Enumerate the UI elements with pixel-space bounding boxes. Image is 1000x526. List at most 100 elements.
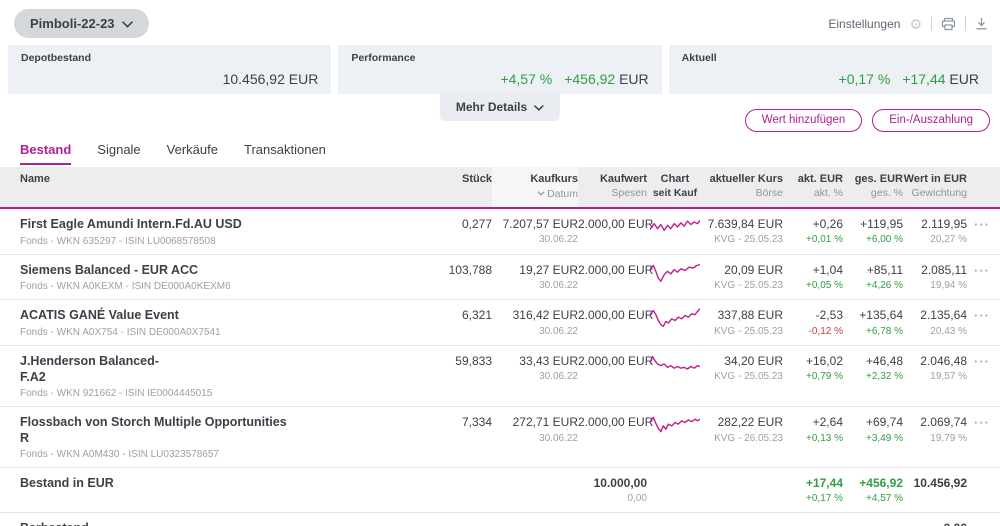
performance-pct: +4,57 % bbox=[500, 71, 553, 87]
card-performance: Performance +4,57 % +456,92 EUR bbox=[338, 45, 662, 94]
depotbestand-value: 10.456,92 EUR bbox=[222, 71, 319, 87]
fund-name: J.Henderson Balanced- bbox=[20, 353, 159, 368]
fund-identifiers: Fonds - WKN A0KEXM - ISIN DE000A0KEXM6 bbox=[20, 281, 231, 293]
more-details-button[interactable]: Mehr Details bbox=[439, 94, 561, 121]
row-menu-button[interactable]: ··· bbox=[974, 353, 990, 369]
wert-in-eur-cell: 2.046,48 19,57 % bbox=[920, 353, 967, 383]
kaufwert-cell: 2.000,00 EUR bbox=[578, 415, 654, 430]
summary-cards: Depotbestand 10.456,92 EUR Performance +… bbox=[8, 45, 992, 94]
sparkline-chart bbox=[647, 263, 703, 289]
divider bbox=[931, 16, 932, 31]
footer-label: Barbestand bbox=[0, 521, 422, 526]
fund-identifiers: Fonds - WKN A0M430 - ISIN LU0323578657 bbox=[20, 449, 219, 461]
fund-identifiers: Fonds - WKN 635297 - ISIN LU0068578508 bbox=[20, 235, 216, 247]
gear-icon[interactable]: ⚙ bbox=[909, 15, 922, 32]
action-buttons: Wert hinzufügen Ein-/Auszahlung bbox=[744, 109, 990, 132]
table-body: First Eagle Amundi Intern.Fd.AU USD Fond… bbox=[0, 209, 1000, 469]
fund-name-cell[interactable]: Siemens Balanced - EUR ACC Fonds - WKN A… bbox=[0, 263, 422, 293]
kaufkurs-cell: 316,42 EUR 30.06.22 bbox=[512, 308, 578, 337]
table-row[interactable]: First Eagle Amundi Intern.Fd.AU USD Fond… bbox=[0, 209, 1000, 255]
aktuell-eur: +17,44 bbox=[902, 71, 946, 87]
column-header-name[interactable]: Name bbox=[20, 173, 50, 185]
column-header-kaufwert[interactable]: Kaufwert Spesen bbox=[599, 173, 647, 199]
kaufwert-cell: 2.000,00 EUR bbox=[578, 262, 654, 277]
table-row[interactable]: Flossbach von Storch Multiple Opportunit… bbox=[0, 407, 1000, 469]
kaufkurs-cell: 272,71 EUR 30.06.22 bbox=[512, 415, 578, 444]
fund-name-cell[interactable]: ACATIS GANÉ Value Event Fonds - WKN A0X7… bbox=[0, 308, 422, 338]
column-header-akt-eur[interactable]: akt. EUR akt. % bbox=[797, 173, 843, 199]
column-header-ges-eur[interactable]: ges. EUR ges. % bbox=[854, 173, 903, 199]
akt-eur-cell: +1,04 +0,05 % bbox=[806, 262, 843, 292]
footer-kaufwert-cell: 10.000,00 0,00 bbox=[593, 476, 647, 505]
row-menu-button[interactable]: ··· bbox=[974, 308, 990, 324]
portfolio-selector[interactable]: Pimboli-22-23 bbox=[14, 9, 149, 38]
row-menu-button[interactable]: ··· bbox=[974, 415, 990, 431]
fund-name: ACATIS GANÉ Value Event bbox=[20, 308, 179, 323]
akt-eur-cell: -2,53 -0,12 % bbox=[808, 308, 843, 337]
portfolio-name: Pimboli-22-23 bbox=[30, 16, 115, 31]
fund-name-line2: R bbox=[20, 430, 30, 445]
table-row[interactable]: J.Henderson Balanced- F.A2 Fonds - WKN 9… bbox=[0, 346, 1000, 408]
footer-ges-cell: +456,92 +4,57 % bbox=[859, 476, 903, 505]
chevron-down-icon bbox=[534, 100, 544, 114]
stueck-cell: 6,321 bbox=[461, 308, 492, 323]
ges-eur-cell: +135,64 +6,78 % bbox=[859, 308, 903, 337]
kaufwert-cell: 2.000,00 EUR bbox=[578, 308, 654, 323]
card-aktuell: Aktuell +0,17 % +17,44 EUR bbox=[668, 45, 992, 94]
deposit-withdraw-button[interactable]: Ein-/Auszahlung bbox=[872, 109, 990, 132]
table-row[interactable]: Siemens Balanced - EUR ACC Fonds - WKN A… bbox=[0, 255, 1000, 301]
download-icon[interactable] bbox=[975, 17, 988, 30]
settings-area: Einstellungen ⚙ bbox=[828, 16, 988, 31]
tab-verkaeufe[interactable]: Verkäufe bbox=[166, 142, 218, 157]
card-depotbestand: Depotbestand 10.456,92 EUR bbox=[8, 45, 332, 94]
akt-eur-cell: +2,64 +0,13 % bbox=[806, 415, 843, 444]
kaufkurs-cell: 7.207,57 EUR 30.06.22 bbox=[502, 217, 578, 246]
wert-in-eur-cell: 2.069,74 19,79 % bbox=[920, 415, 967, 444]
tab-transaktionen[interactable]: Transaktionen bbox=[244, 142, 326, 157]
top-bar: Pimboli-22-23 Einstellungen ⚙ bbox=[0, 0, 1000, 38]
table-row[interactable]: ACATIS GANÉ Value Event Fonds - WKN A0X7… bbox=[0, 300, 1000, 346]
wert-in-eur-cell: 2.085,11 19,94 % bbox=[921, 262, 967, 292]
card-label: Aktuell bbox=[681, 52, 717, 64]
footer-row-bestand: Bestand in EUR 10.000,00 0,00 +17,44 +0,… bbox=[0, 468, 1000, 514]
ges-eur-cell: +69,74 +3,49 % bbox=[865, 415, 903, 444]
sparkline-chart bbox=[647, 217, 703, 243]
add-value-button[interactable]: Wert hinzufügen bbox=[744, 109, 863, 132]
aktueller-kurs-cell: 7.639,84 EUR KVG - 25.05.23 bbox=[707, 217, 783, 246]
column-header-chart: Chart seit Kauf bbox=[652, 173, 698, 199]
stueck-cell: 0,277 bbox=[461, 217, 492, 231]
fund-name-cell[interactable]: J.Henderson Balanced- F.A2 Fonds - WKN 9… bbox=[0, 354, 422, 399]
footer-row-barbestand: Barbestand 0,00 bbox=[0, 513, 1000, 526]
akt-eur-cell: +0,26 +0,01 % bbox=[806, 217, 843, 246]
fund-name-cell[interactable]: First Eagle Amundi Intern.Fd.AU USD Fond… bbox=[0, 217, 422, 247]
sparkline-chart bbox=[647, 354, 703, 380]
ges-eur-cell: +46,48 +2,32 % bbox=[865, 353, 903, 383]
kaufwert-cell: 2.000,00 EUR bbox=[578, 353, 654, 368]
aktueller-kurs-cell: 34,20 EUR KVG - 25.05.23 bbox=[714, 353, 783, 383]
currency-unit: EUR bbox=[949, 71, 979, 87]
aktuell-value: +0,17 % +17,44 EUR bbox=[839, 71, 979, 87]
tab-signale[interactable]: Signale bbox=[97, 142, 141, 157]
column-header-aktueller-kurs[interactable]: aktueller Kurs Börse bbox=[709, 173, 783, 199]
footer-label: Bestand in EUR bbox=[20, 476, 114, 491]
kaufkurs-cell: 33,43 EUR 30.06.22 bbox=[519, 353, 578, 383]
chevron-down-icon bbox=[121, 16, 133, 31]
print-icon[interactable] bbox=[941, 17, 956, 31]
stueck-cell: 59,833 bbox=[455, 353, 492, 368]
settings-label[interactable]: Einstellungen bbox=[828, 16, 901, 31]
column-header-stueck[interactable]: Stück bbox=[462, 173, 492, 185]
fund-name-cell[interactable]: Flossbach von Storch Multiple Opportunit… bbox=[0, 415, 422, 460]
performance-eur: +456,92 bbox=[564, 71, 616, 87]
akt-eur-cell: +16,02 +0,79 % bbox=[805, 353, 843, 383]
row-menu-button[interactable]: ··· bbox=[974, 262, 990, 278]
column-header-kaufkurs[interactable]: Kaufkurs Datum bbox=[492, 167, 578, 207]
row-menu-button[interactable]: ··· bbox=[974, 217, 990, 232]
tab-bestand[interactable]: Bestand bbox=[20, 142, 72, 165]
fund-identifiers: Fonds - WKN A0X754 - ISIN DE000A0X7541 bbox=[20, 326, 221, 338]
column-header-wert-in-eur[interactable]: Wert in EUR Gewichtung bbox=[903, 173, 967, 199]
currency-unit: EUR bbox=[619, 71, 649, 87]
table-header: Name Stück Kaufkurs Datum Kaufwert Spese… bbox=[0, 167, 1000, 209]
more-details-label: Mehr Details bbox=[455, 100, 528, 114]
sparkline-chart bbox=[647, 415, 703, 441]
fund-name: Flossbach von Storch Multiple Opportunit… bbox=[20, 415, 287, 430]
